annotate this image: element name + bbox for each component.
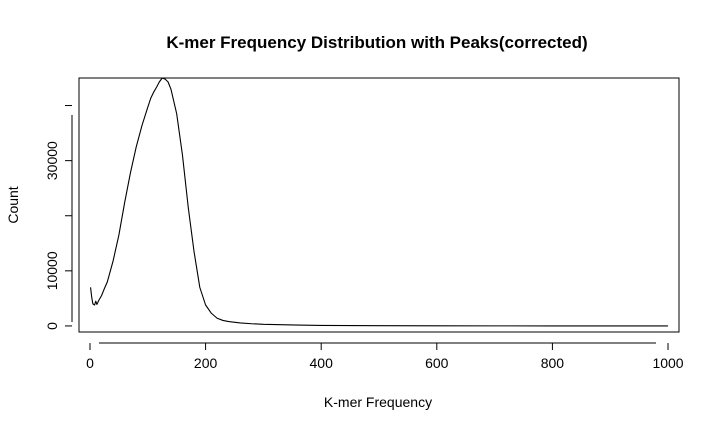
y-tick-label: 10000 [44, 251, 60, 290]
x-tick-label: 600 [425, 355, 449, 371]
x-tick-label: 800 [541, 355, 565, 371]
x-tick-label: 0 [86, 355, 94, 371]
y-axis: 0 10000 30000 [44, 105, 73, 330]
series-line [90, 77, 669, 327]
y-tick-label: 30000 [44, 141, 60, 180]
x-tick-label: 200 [194, 355, 218, 371]
x-axis: 0 200 400 600 800 1000 [86, 342, 684, 371]
plot-frame [78, 77, 680, 333]
x-axis-label: K-mer Frequency [324, 394, 432, 410]
y-axis-label: Count [5, 186, 21, 223]
x-tick-label: 400 [310, 355, 334, 371]
series-layer [90, 77, 669, 327]
chart-title: K-mer Frequency Distribution with Peaks(… [166, 33, 587, 52]
x-tick-label: 1000 [652, 355, 683, 371]
y-tick-label: 0 [44, 322, 60, 330]
